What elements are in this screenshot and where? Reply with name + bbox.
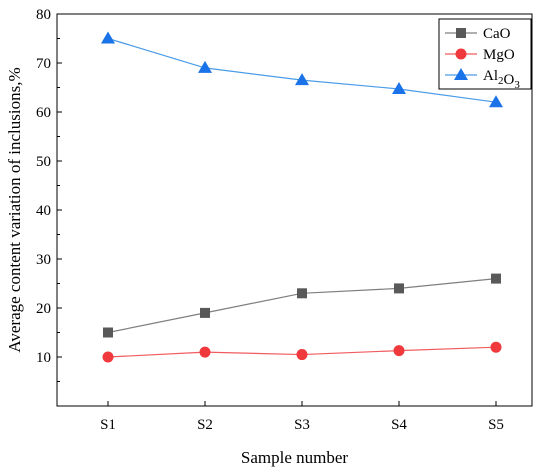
legend-label-part: Al bbox=[483, 68, 498, 84]
legend-item: Al2O3 bbox=[445, 68, 520, 91]
legend-item: CaO bbox=[445, 26, 511, 42]
y-tick-label: 10 bbox=[36, 350, 51, 366]
legend-marker bbox=[456, 28, 466, 38]
series-layer bbox=[101, 31, 503, 363]
data-point bbox=[394, 283, 404, 294]
legend-label: Al2O3 bbox=[483, 68, 520, 91]
y-tick-label: 70 bbox=[36, 56, 51, 72]
x-tick-label: S4 bbox=[391, 417, 407, 433]
y-tick-label: 20 bbox=[36, 301, 51, 317]
series-CaO bbox=[103, 273, 501, 338]
y-tick-label: 60 bbox=[36, 105, 51, 121]
series-line bbox=[107, 37, 497, 103]
y-tick-label: 30 bbox=[36, 252, 51, 268]
data-point bbox=[200, 307, 210, 318]
series-line bbox=[107, 278, 497, 334]
y-tick-label: 80 bbox=[36, 7, 51, 23]
data-point bbox=[102, 351, 114, 363]
data-point bbox=[490, 341, 502, 353]
x-tick-label: S2 bbox=[197, 417, 213, 433]
legend-label-part: 3 bbox=[514, 79, 520, 91]
y-axis: 10 20 30 40 50 60 70 80 bbox=[36, 7, 62, 382]
legend-label-part: MgO bbox=[483, 47, 515, 63]
legend-label-part: 2 bbox=[498, 75, 504, 87]
series-Al2O3 bbox=[101, 31, 503, 108]
data-point bbox=[198, 60, 212, 73]
legend-label: MgO bbox=[483, 47, 515, 63]
data-point bbox=[295, 73, 309, 86]
y-tick-label: 40 bbox=[36, 203, 51, 219]
series-MgO bbox=[102, 341, 502, 363]
legend: CaO MgO Al2O3 bbox=[438, 18, 532, 91]
y-axis-title: Average content variation of inclusions,… bbox=[5, 67, 24, 352]
legend-item: MgO bbox=[445, 47, 515, 63]
x-axis: S1 S2 S3 S4 S5 bbox=[100, 401, 504, 433]
x-tick-label: S3 bbox=[294, 417, 310, 433]
data-point bbox=[103, 327, 113, 338]
x-tick-label: S1 bbox=[100, 417, 116, 433]
data-point bbox=[489, 95, 503, 108]
data-point bbox=[199, 346, 211, 358]
x-axis-title: Sample number bbox=[241, 448, 349, 467]
legend-label-part: CaO bbox=[483, 26, 511, 42]
legend-marker bbox=[455, 48, 467, 60]
legend-marker bbox=[454, 68, 468, 80]
data-point bbox=[297, 288, 307, 299]
data-point bbox=[392, 81, 406, 94]
data-point bbox=[296, 349, 308, 361]
data-point bbox=[491, 273, 501, 284]
legend-label-part: O bbox=[504, 72, 515, 88]
legend-label: CaO bbox=[483, 26, 511, 42]
data-point bbox=[101, 31, 115, 44]
data-point bbox=[393, 345, 405, 357]
y-tick-label: 50 bbox=[36, 154, 51, 170]
x-tick-label: S5 bbox=[488, 417, 504, 433]
